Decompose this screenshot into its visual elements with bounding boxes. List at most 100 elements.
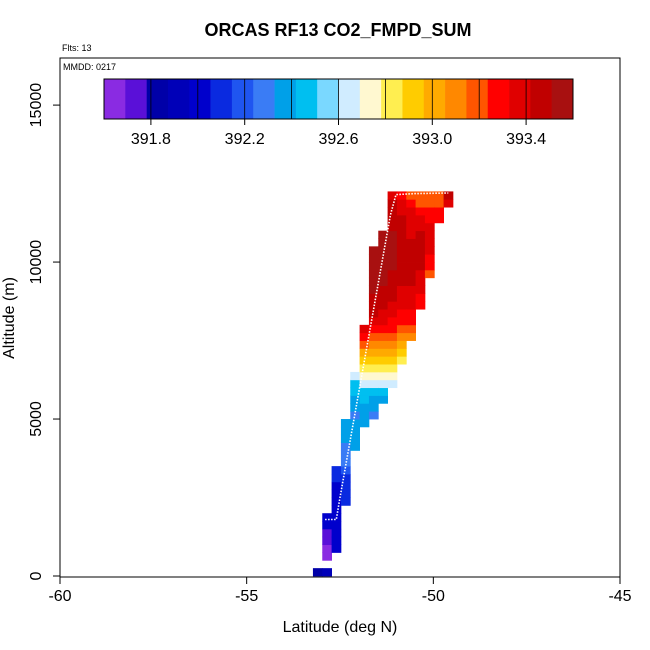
colorbar-tick-label: 393.0 bbox=[412, 131, 452, 148]
heatmap-cell bbox=[387, 214, 398, 224]
heatmap-cell bbox=[406, 238, 416, 247]
y-tick-label: 15000 bbox=[28, 83, 45, 128]
heatmap-cell bbox=[415, 254, 426, 263]
heatmap-cell bbox=[387, 277, 398, 287]
heatmap-cell bbox=[378, 395, 388, 404]
heatmap-cell bbox=[331, 505, 342, 514]
flights-label: Flts: 13 bbox=[62, 43, 92, 53]
heatmap-cell bbox=[322, 528, 332, 538]
heatmap-cell bbox=[368, 364, 379, 373]
colorbar-tick-label: 392.2 bbox=[225, 131, 265, 148]
y-axis: 0 5000 10000 15000 bbox=[28, 83, 60, 580]
heatmap-cell bbox=[406, 230, 416, 239]
colorbar-swatch bbox=[381, 79, 403, 119]
heatmap-cell bbox=[387, 301, 398, 310]
heatmap-cell bbox=[359, 332, 370, 341]
heatmap-cell bbox=[406, 262, 416, 271]
heatmap-cell bbox=[387, 293, 398, 302]
heatmap-cell bbox=[396, 293, 407, 302]
heatmap-cell bbox=[378, 332, 388, 341]
heatmap-cell bbox=[368, 246, 379, 255]
heatmap-cell bbox=[378, 371, 388, 381]
heatmap-cell bbox=[415, 269, 426, 279]
heatmap-cell bbox=[331, 521, 342, 530]
heatmap-cell bbox=[387, 285, 398, 294]
heatmap-cell bbox=[387, 207, 398, 216]
x-axis-label: Latitude (deg N) bbox=[283, 619, 398, 636]
heatmap-cell bbox=[387, 371, 398, 381]
heatmap-cell bbox=[340, 466, 351, 475]
heatmap-cell bbox=[424, 214, 435, 224]
heatmap-cell bbox=[350, 419, 360, 428]
heatmap-cell bbox=[340, 497, 351, 506]
heatmap-cell bbox=[396, 285, 407, 294]
heatmap-cell bbox=[322, 568, 332, 577]
colorbar-swatch bbox=[509, 79, 531, 119]
heatmap-cell bbox=[340, 426, 351, 436]
heatmap-cell bbox=[387, 262, 398, 271]
heatmap-cell bbox=[443, 191, 454, 200]
heatmap-cell bbox=[378, 262, 388, 271]
heatmap-cell bbox=[424, 199, 435, 208]
heatmap-cell bbox=[322, 544, 332, 553]
heatmap-cell bbox=[415, 230, 426, 239]
heatmap-cell bbox=[415, 191, 426, 200]
heatmap-cell bbox=[359, 395, 370, 404]
colorbar-swatch bbox=[551, 79, 574, 119]
heatmap-cell bbox=[406, 317, 416, 326]
heatmap-cell bbox=[368, 254, 379, 263]
heatmap-cell bbox=[368, 356, 379, 365]
colorbar-swatch bbox=[104, 79, 126, 119]
plot-area bbox=[312, 191, 454, 577]
x-tick-label: -45 bbox=[608, 588, 631, 605]
heatmap-cell bbox=[340, 481, 351, 491]
heatmap-cell bbox=[368, 403, 379, 412]
heatmap-cell bbox=[396, 309, 407, 318]
heatmap-cell bbox=[378, 230, 388, 239]
heatmap-cell bbox=[350, 371, 360, 381]
heatmap-cell bbox=[350, 379, 360, 389]
heatmap-cell bbox=[350, 387, 360, 396]
heatmap-cell bbox=[415, 285, 426, 294]
y-tick-label: 0 bbox=[28, 571, 45, 580]
heatmap-cell bbox=[406, 214, 416, 224]
heatmap-cell bbox=[368, 332, 379, 341]
heatmap-cell bbox=[415, 214, 426, 224]
heatmap-cell bbox=[359, 379, 370, 389]
heatmap-cell bbox=[378, 340, 388, 349]
heatmap-cell bbox=[415, 238, 426, 247]
heatmap-cell bbox=[396, 230, 407, 239]
heatmap-cell bbox=[387, 340, 398, 349]
heatmap-cell bbox=[350, 426, 360, 436]
heatmap-cell bbox=[434, 199, 444, 208]
heatmap-cell bbox=[350, 403, 360, 412]
heatmap-cell bbox=[378, 364, 388, 373]
heatmap-cell bbox=[378, 317, 388, 326]
colorbar-swatch bbox=[125, 79, 147, 119]
heatmap-cell bbox=[359, 340, 370, 349]
heatmap-cell bbox=[396, 340, 407, 349]
heatmap-cell bbox=[331, 528, 342, 538]
heatmap-cell bbox=[406, 277, 416, 287]
heatmap-cell bbox=[387, 317, 398, 326]
heatmap-cell bbox=[415, 222, 426, 232]
heatmap-cell bbox=[359, 371, 370, 381]
heatmap-cell bbox=[331, 489, 342, 498]
heatmap-cell bbox=[387, 254, 398, 263]
heatmap-cell bbox=[396, 214, 407, 224]
colorbar-swatch bbox=[338, 79, 361, 119]
colorbar-tick-label: 392.6 bbox=[318, 131, 358, 148]
heatmap-cell bbox=[340, 473, 351, 483]
y-tick-label: 10000 bbox=[28, 240, 45, 285]
heatmap-cell bbox=[368, 277, 379, 287]
heatmap-cell bbox=[415, 199, 426, 208]
heatmap-cell bbox=[406, 199, 416, 208]
heatmap-cell bbox=[368, 317, 379, 326]
heatmap-cell bbox=[340, 450, 351, 459]
heatmap-cell bbox=[387, 246, 398, 255]
colorbar-swatch bbox=[487, 79, 510, 119]
heatmap-cell bbox=[378, 238, 388, 247]
heatmap-cell bbox=[387, 222, 398, 232]
heatmap-cell bbox=[368, 387, 379, 396]
y-axis-label: Altitude (m) bbox=[1, 277, 18, 359]
